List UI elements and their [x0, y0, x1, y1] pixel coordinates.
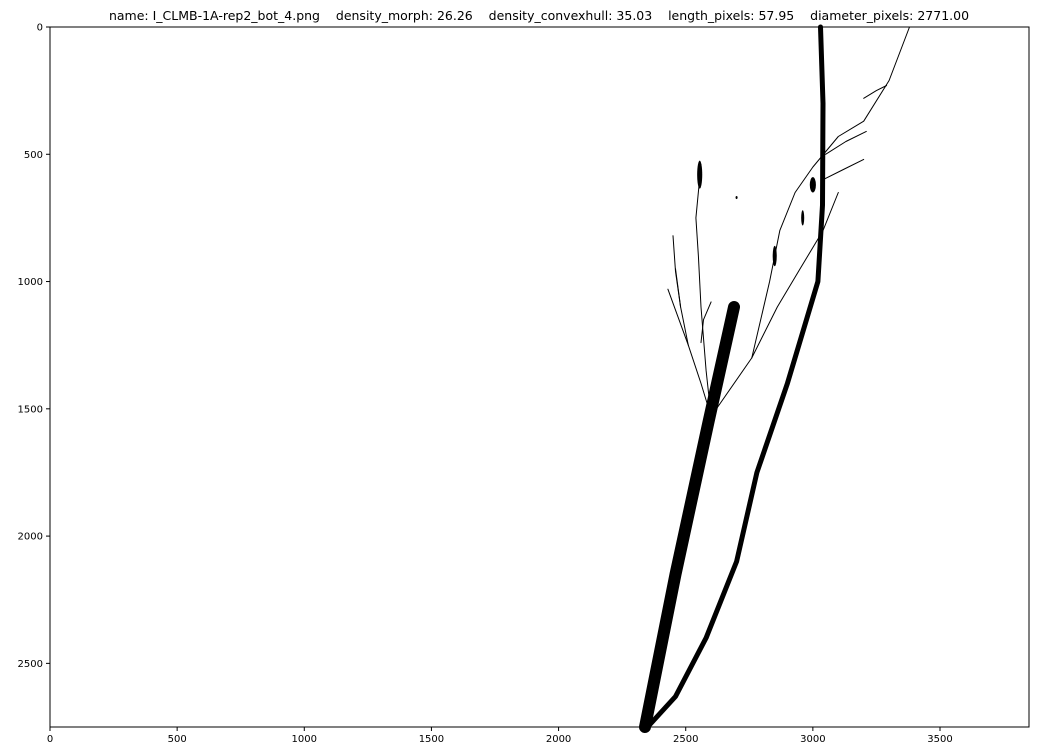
x-tick-label: 3000	[800, 734, 825, 745]
blob-5	[735, 196, 738, 200]
chart-title: name: I_CLMB-1A-rep2_bot_4.png density_m…	[109, 8, 969, 23]
branch-right-4	[825, 130, 867, 155]
x-tick-label: 500	[168, 734, 187, 745]
branch-right-3	[822, 158, 865, 181]
y-tick-label: 1000	[18, 277, 43, 288]
branch-right-1	[710, 26, 910, 417]
y-tick-label: 0	[37, 23, 43, 34]
blob-4	[801, 210, 805, 226]
blob-1	[697, 160, 703, 189]
y-tick-label: 2500	[18, 659, 43, 670]
plot-image	[50, 24, 1029, 733]
blob-2	[809, 177, 816, 193]
x-axis: 0 500 1000 1500 2000 2500 3000 3500	[47, 727, 953, 745]
x-tick-label: 3500	[927, 734, 952, 745]
branch-left-3	[667, 288, 689, 346]
branch-left-4	[672, 235, 682, 308]
x-tick-label: 0	[47, 734, 53, 745]
y-tick-label: 2000	[18, 532, 43, 543]
x-tick-label: 2500	[673, 734, 698, 745]
blob-3	[772, 245, 777, 267]
main-stem	[645, 24, 826, 730]
branch-right-2	[751, 192, 839, 359]
thick-stem	[639, 301, 740, 733]
branch-right-5	[863, 85, 888, 99]
y-axis: 0 500 1000 1500 2000 2500	[18, 23, 50, 670]
x-tick-label: 2000	[546, 734, 571, 745]
branch-left-5	[700, 301, 712, 344]
plot-background	[50, 27, 1029, 727]
x-tick-label: 1000	[292, 734, 317, 745]
branch-left-2	[695, 164, 712, 417]
y-tick-label: 500	[24, 150, 43, 161]
x-tick-label: 1500	[419, 734, 444, 745]
y-tick-label: 1500	[18, 404, 43, 415]
axes-frame	[49, 26, 1030, 728]
